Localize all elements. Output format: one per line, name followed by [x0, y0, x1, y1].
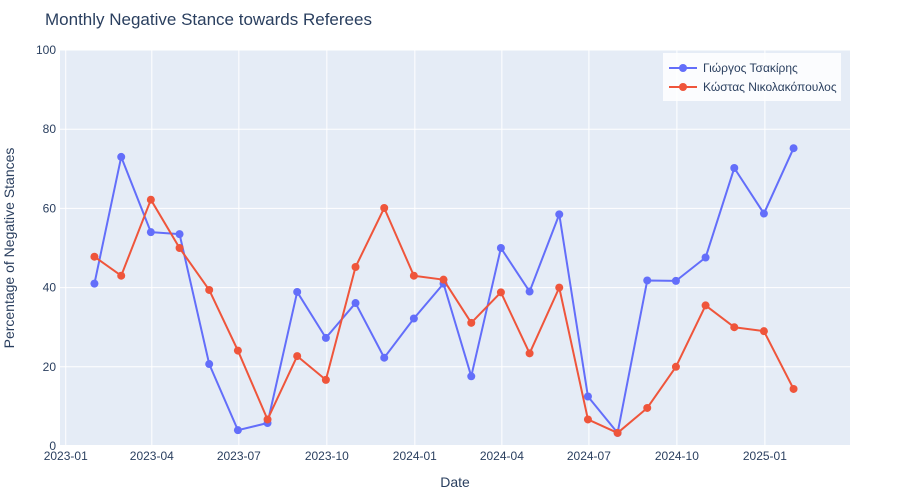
- x-tick-label: 2023-01: [44, 449, 88, 463]
- data-point[interactable]: [175, 230, 184, 239]
- y-tick-label: 20: [43, 360, 57, 374]
- data-point[interactable]: [146, 228, 155, 237]
- data-point[interactable]: [380, 204, 389, 213]
- data-point[interactable]: [293, 352, 302, 361]
- data-point[interactable]: [525, 349, 534, 358]
- data-point[interactable]: [263, 415, 272, 424]
- data-point[interactable]: [759, 209, 768, 218]
- data-point[interactable]: [117, 152, 126, 161]
- legend[interactable]: Γιώργος Τσακίρης Κώστας Νικολακόπουλος: [663, 53, 841, 101]
- data-point[interactable]: [789, 384, 798, 393]
- data-point[interactable]: [671, 362, 680, 371]
- data-point[interactable]: [351, 299, 360, 308]
- x-tick-label: 2025-01: [743, 449, 787, 463]
- legend-item[interactable]: Γιώργος Τσακίρης: [669, 61, 798, 75]
- x-tick-label: 2024-04: [480, 449, 524, 463]
- legend-label: Κώστας Νικολακόπουλος: [703, 80, 837, 94]
- chart-title: Monthly Negative Stance towards Referees: [45, 10, 372, 29]
- y-tick-label: 100: [36, 43, 56, 57]
- data-point[interactable]: [205, 285, 214, 294]
- x-tick-label: 2024-01: [393, 449, 437, 463]
- legend-label: Γιώργος Τσακίρης: [703, 61, 798, 75]
- data-point[interactable]: [555, 283, 564, 292]
- data-point[interactable]: [233, 426, 242, 435]
- y-axis-title: Percentage of Negative Stances: [1, 148, 17, 349]
- data-point[interactable]: [730, 164, 739, 173]
- data-point[interactable]: [117, 271, 126, 280]
- data-point[interactable]: [351, 263, 360, 272]
- x-tick-label: 2023-10: [305, 449, 349, 463]
- data-point[interactable]: [233, 346, 242, 355]
- data-point[interactable]: [555, 210, 564, 219]
- data-point[interactable]: [380, 353, 389, 362]
- data-point[interactable]: [146, 195, 155, 204]
- data-point[interactable]: [205, 360, 214, 369]
- plot-area: [60, 50, 850, 446]
- data-point[interactable]: [583, 392, 592, 401]
- data-point[interactable]: [643, 276, 652, 285]
- legend-background: [663, 53, 841, 101]
- y-tick-label: 0: [49, 439, 56, 453]
- data-point[interactable]: [701, 301, 710, 310]
- data-point[interactable]: [467, 372, 476, 381]
- x-tick-label: 2024-10: [655, 449, 699, 463]
- series-group: [90, 144, 798, 437]
- series-2: [90, 195, 798, 437]
- x-axis-title: Date: [440, 474, 470, 490]
- legend-marker: [679, 83, 687, 91]
- data-point[interactable]: [467, 318, 476, 327]
- x-tick-label: 2023-04: [130, 449, 174, 463]
- data-point[interactable]: [409, 271, 418, 280]
- data-point[interactable]: [643, 403, 652, 412]
- tick-labels: 0 20 40 60 80 100 2023-01 2023-04 2023-07 2023-10…: [36, 43, 787, 463]
- data-point[interactable]: [730, 323, 739, 332]
- x-tick-label: 2023-07: [217, 449, 261, 463]
- data-point[interactable]: [496, 288, 505, 297]
- data-point[interactable]: [321, 333, 330, 342]
- y-tick-label: 80: [43, 122, 57, 136]
- legend-marker: [679, 64, 687, 72]
- x-tick-label: 2024-07: [567, 449, 611, 463]
- data-point[interactable]: [701, 253, 710, 262]
- data-point[interactable]: [90, 279, 99, 288]
- data-point[interactable]: [439, 275, 448, 284]
- data-point[interactable]: [175, 244, 184, 252]
- data-point[interactable]: [90, 252, 99, 261]
- data-point[interactable]: [583, 415, 592, 424]
- data-point[interactable]: [789, 144, 798, 153]
- y-tick-label: 40: [43, 281, 57, 295]
- data-point[interactable]: [759, 327, 768, 336]
- data-point[interactable]: [409, 314, 418, 323]
- data-point[interactable]: [293, 287, 302, 296]
- data-point[interactable]: [496, 244, 505, 252]
- data-point[interactable]: [671, 276, 680, 285]
- y-tick-label: 60: [43, 201, 57, 215]
- legend-item[interactable]: Κώστας Νικολακόπουλος: [669, 80, 837, 94]
- data-point[interactable]: [613, 428, 622, 437]
- data-point[interactable]: [321, 375, 330, 384]
- data-point[interactable]: [525, 287, 534, 296]
